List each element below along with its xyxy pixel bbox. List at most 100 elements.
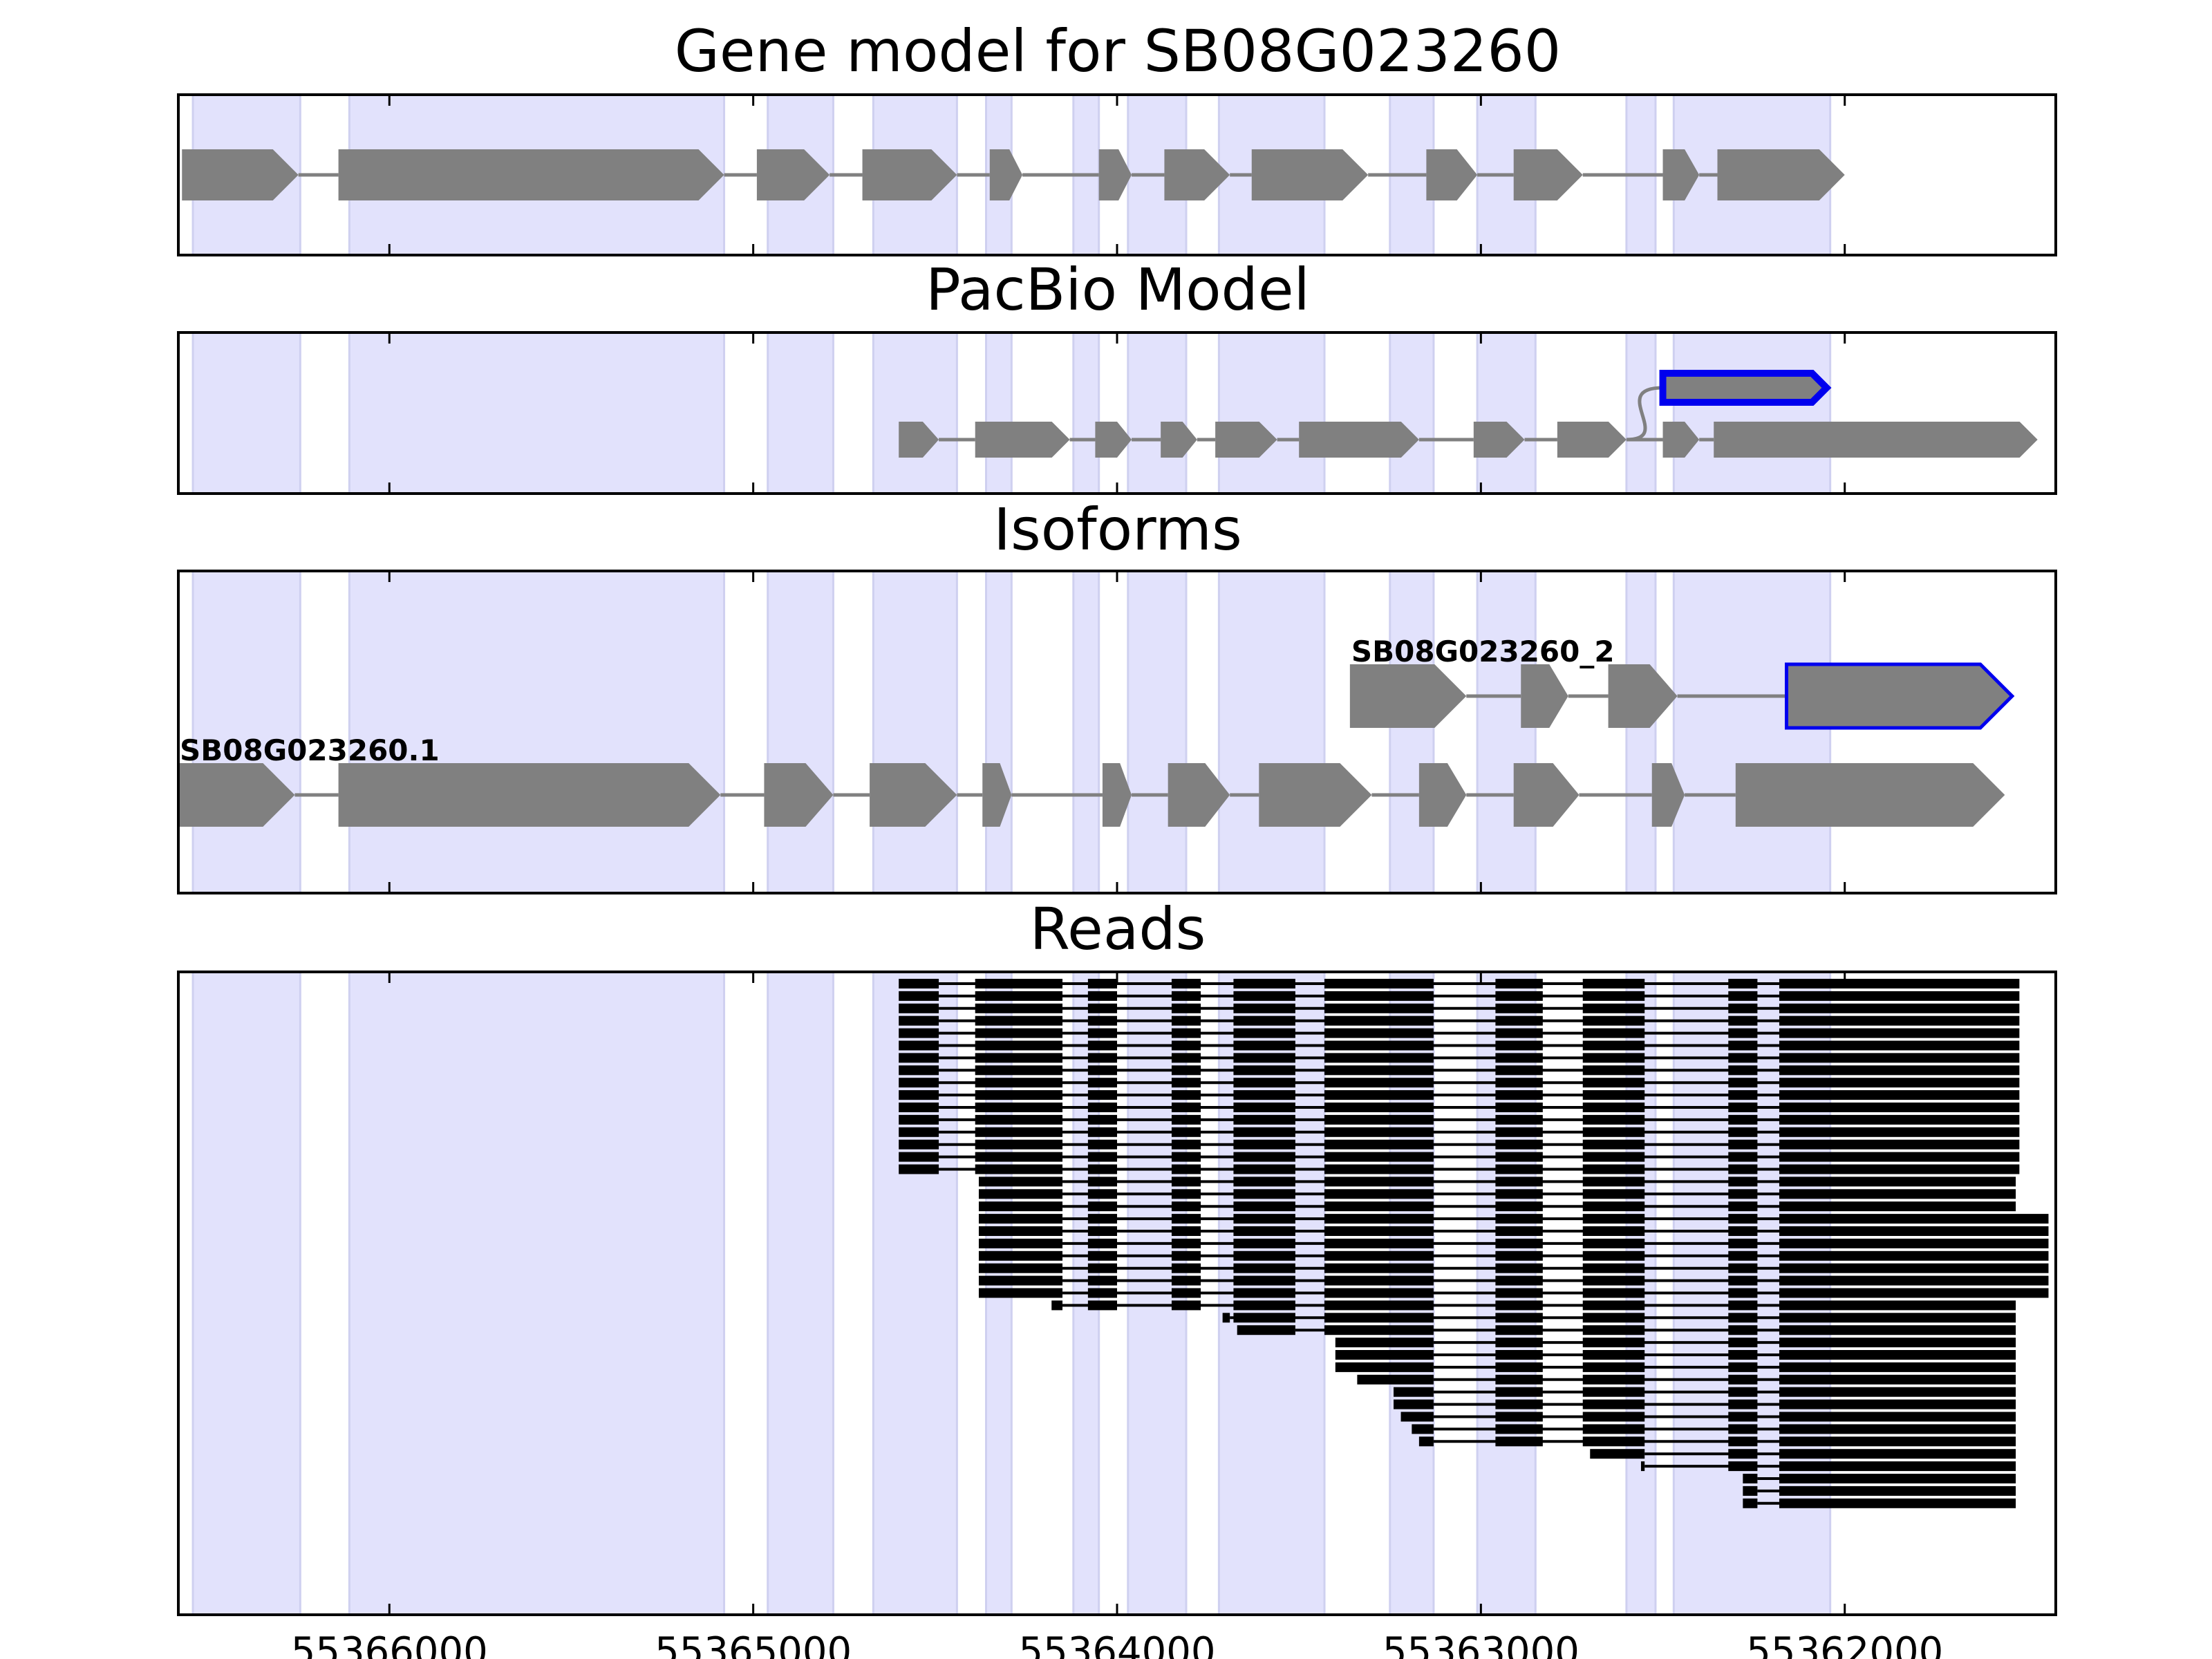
- read-block: [1495, 1263, 1543, 1273]
- read-block: [1394, 1387, 1434, 1397]
- panel-title-gene-model: Gene model for SB08G023260: [675, 17, 1561, 85]
- read-block: [1087, 1226, 1117, 1236]
- read-row: [899, 1164, 2020, 1174]
- read-block: [1728, 1350, 1758, 1360]
- read-block: [1495, 1362, 1543, 1372]
- exon-shape: [178, 763, 295, 827]
- read-block: [1582, 1189, 1645, 1199]
- exon-shape: [338, 149, 724, 200]
- read-block: [1335, 1338, 1434, 1348]
- read-block: [1728, 1338, 1758, 1348]
- read-row: [899, 979, 2020, 988]
- read-block: [1171, 991, 1201, 1001]
- read-block: [1171, 1003, 1201, 1013]
- read-block: [1171, 979, 1201, 988]
- read-block: [1779, 1412, 2016, 1422]
- read-block: [1324, 1288, 1434, 1298]
- read-block: [1495, 1003, 1543, 1013]
- read-block: [899, 979, 939, 988]
- read-row: [899, 1152, 2020, 1162]
- exon-shade-band: [191, 331, 301, 495]
- read-block: [1171, 1114, 1201, 1125]
- read-block: [1233, 1103, 1295, 1112]
- read-block: [1590, 1449, 1645, 1459]
- read-block: [1728, 1275, 1758, 1286]
- read-block: [899, 1015, 939, 1026]
- read-block: [1743, 1498, 1758, 1508]
- read-block: [1582, 1139, 1645, 1150]
- read-block: [1087, 1078, 1117, 1088]
- read-block: [1779, 1226, 2049, 1236]
- read-block: [1495, 1313, 1543, 1323]
- read-block: [1171, 1090, 1201, 1100]
- read-block: [1779, 1103, 2020, 1112]
- read-block: [1582, 1387, 1645, 1397]
- read-block: [1087, 1114, 1117, 1125]
- exon-shade-band: [872, 570, 958, 894]
- read-block: [1495, 1387, 1543, 1397]
- read-block: [899, 1103, 939, 1112]
- read-block: [1171, 1139, 1201, 1150]
- x-tick-label: 55362000: [1746, 1629, 1943, 1659]
- read-block: [1640, 1461, 1645, 1472]
- read-row: [978, 1189, 2016, 1199]
- read-block: [1087, 1127, 1117, 1137]
- read-block: [1324, 1250, 1434, 1261]
- exon-shade-band: [767, 570, 834, 894]
- read-block: [1324, 1015, 1434, 1026]
- read-block: [978, 1288, 1063, 1298]
- plot-layer: SB08G023260_2 SB08G023260.1 55366000 553650…: [177, 93, 2057, 1659]
- read-block: [975, 1078, 1063, 1088]
- read-block: [1324, 1201, 1434, 1212]
- read-row: [1412, 1424, 2016, 1434]
- read-block: [1728, 1387, 1758, 1397]
- read-block: [1743, 1485, 1758, 1496]
- read-block: [1087, 991, 1117, 1001]
- read-block: [1171, 1164, 1201, 1174]
- read-block: [1779, 1164, 2020, 1174]
- read-block: [1779, 1078, 2020, 1088]
- read-block: [1171, 1028, 1201, 1038]
- exon-shape: [1251, 149, 1369, 200]
- exon-shape: [1215, 422, 1277, 458]
- read-row: [978, 1177, 2016, 1187]
- read-row: [978, 1263, 2049, 1273]
- read-block: [1728, 1078, 1758, 1088]
- read-block: [1495, 1015, 1543, 1026]
- read-block: [1582, 1028, 1645, 1038]
- read-block: [1324, 1164, 1434, 1174]
- read-block: [1779, 1399, 2016, 1409]
- exon-shape: [1299, 422, 1419, 458]
- exon-shade-band: [1127, 570, 1188, 894]
- exon-shade-band: [872, 331, 958, 495]
- x-tick-label: 55364000: [1018, 1629, 1215, 1659]
- read-block: [1582, 1436, 1645, 1447]
- read-block: [1222, 1313, 1230, 1323]
- pacbio-track: [899, 422, 1627, 458]
- read-block: [1728, 1040, 1758, 1051]
- read-block: [1233, 1164, 1295, 1174]
- exon-shade-band: [985, 331, 1013, 495]
- read-block: [1495, 1275, 1543, 1286]
- read-block: [1324, 1313, 1434, 1323]
- read-block: [1171, 1300, 1201, 1311]
- read-block: [1495, 1238, 1543, 1248]
- exon-shape: [1651, 763, 1685, 827]
- read-block: [1087, 1053, 1117, 1063]
- read-block: [1728, 1214, 1758, 1224]
- exon-shade-band: [1476, 331, 1537, 495]
- read-block: [1582, 1250, 1645, 1261]
- exon-shape: [989, 149, 1023, 200]
- exon-shade-band: [348, 971, 726, 1616]
- exon-shape: [1426, 149, 1478, 200]
- read-block: [1495, 1189, 1543, 1199]
- read-row: [978, 1250, 2049, 1261]
- read-block: [1779, 1152, 2020, 1162]
- exon-shape: [899, 422, 939, 458]
- exon-shape: [870, 763, 957, 827]
- read-block: [1779, 1374, 2016, 1385]
- read-block: [1324, 979, 1434, 988]
- read-block: [1728, 1412, 1758, 1422]
- isoform-track: [1349, 662, 2015, 730]
- read-block: [1087, 1201, 1117, 1212]
